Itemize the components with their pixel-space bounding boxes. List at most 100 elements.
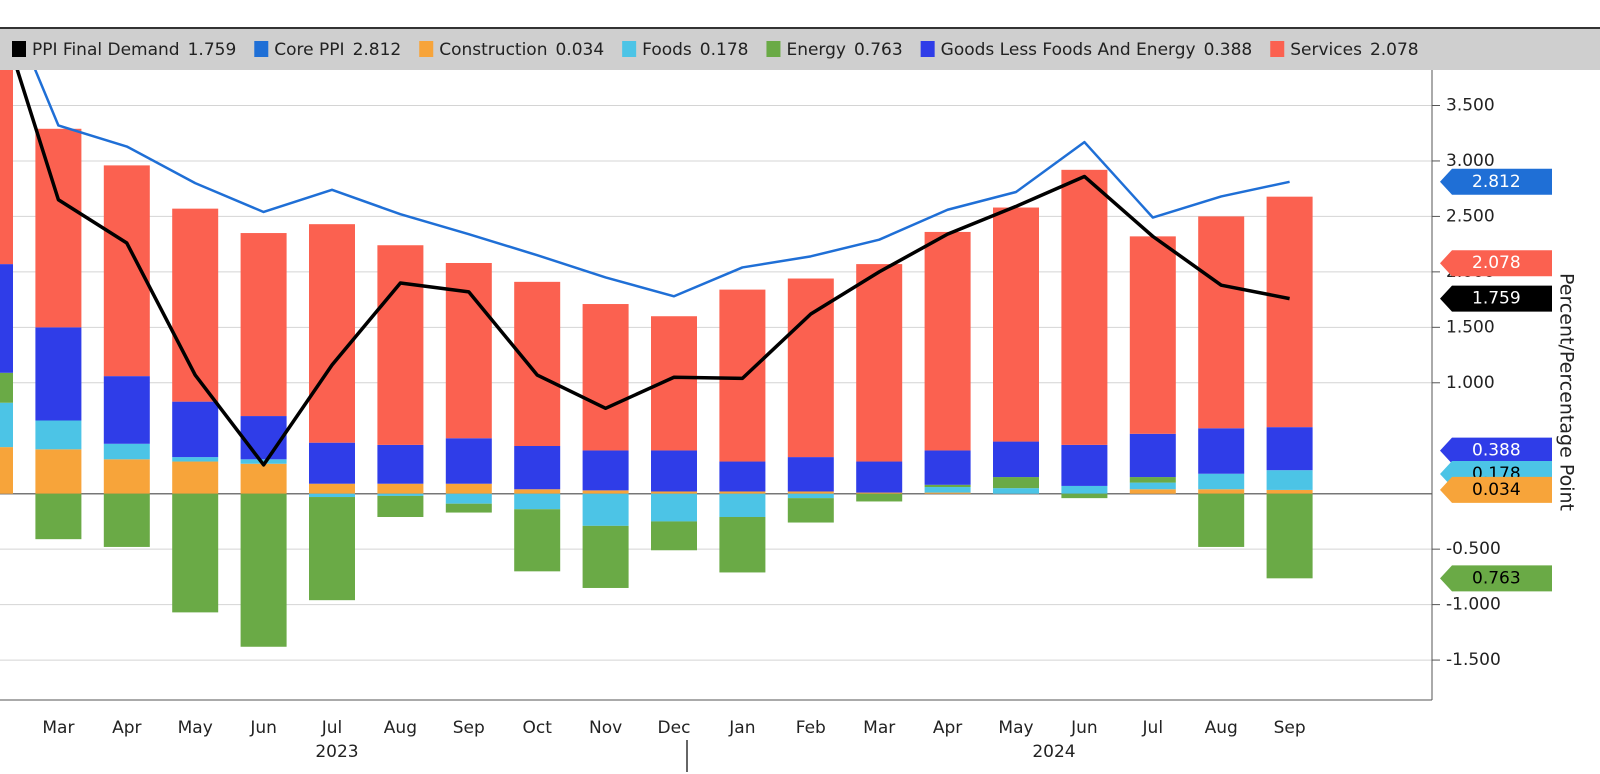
value-tag-label: 2.078 [1472,253,1521,273]
bar-segment [514,489,561,494]
bar-segment [856,264,903,462]
grid [0,104,1432,661]
bar-segment [35,128,82,328]
y-tick-label: -1.500 [1446,650,1501,670]
bar-segment [787,491,834,494]
bar-segment [309,224,355,443]
axis: 3.5003.0002.5002.0001.5001.000-0.500-1.0… [42,95,1500,762]
bar-segment [1129,433,1176,478]
bar-segment [309,483,355,494]
x-tick-label: Jul [1142,718,1164,738]
bar-segment [1061,485,1108,494]
bar-segment [172,457,219,462]
legend-swatch [622,41,637,57]
bar-segment [35,449,82,494]
bar-segment [1198,473,1245,490]
bar-segment [856,492,903,494]
bar-segment [1198,216,1245,429]
y-tick-label: 1.000 [1446,373,1495,393]
legend-label: Construction [439,40,547,60]
bar-segment [582,490,629,494]
legend-label: Core PPI [274,40,344,60]
bar-segment [377,245,424,445]
legend-value: 2.078 [1370,40,1419,60]
x-tick-label: May [178,718,213,738]
bar-segment [856,493,903,502]
bar-segment [103,459,150,494]
legend-value: 2.812 [353,40,402,60]
bar-segment [309,493,355,498]
bar-segment [309,442,355,484]
bar-segment [445,503,492,513]
x-tick-label: Jan [728,718,755,738]
bar-segment [1266,196,1313,428]
bar-segment [924,450,971,485]
bar-segment [924,492,971,494]
value-tag [1440,168,1552,195]
y-tick-label: -0.500 [1446,539,1501,559]
value-tag-label: 0.034 [1472,480,1521,500]
bar-segment [377,444,424,484]
bar-segment [651,521,697,551]
bar-segment [1129,236,1176,434]
bar-segment [377,493,424,496]
bar-segment [514,493,561,510]
x-tick-label: Aug [384,718,417,738]
x-tick-label: May [998,718,1033,738]
bar-segment [0,70,13,265]
bar-segment [445,493,492,504]
y-tick-label: 3.500 [1446,95,1495,115]
x-tick-label: Apr [112,718,141,738]
y-axis-title: Percent/Percentage Point [1556,273,1578,511]
bar-segment [514,446,561,490]
lines [15,70,1290,467]
bar-segment [1061,493,1108,499]
value-tag [1440,565,1552,592]
legend-value: 0.388 [1204,40,1253,60]
bar-segment [0,447,13,494]
x-tick-label: Jun [1070,718,1098,738]
value-tag [1440,437,1552,464]
bar-segment [309,497,355,601]
y-tick-label: 2.500 [1446,206,1495,226]
bar-segment [1061,444,1108,486]
bar-segment [719,491,766,494]
legend-label: Energy [786,40,846,60]
bar-segment [993,477,1039,489]
bar-segment [1198,489,1245,494]
bar-segment [651,493,697,522]
legend-label: Foods [642,40,692,60]
legend-value: 0.034 [555,40,604,60]
bar-segment [1266,493,1313,579]
bar-segment [514,281,561,447]
bar-segment [787,457,834,492]
bar-segment [924,231,971,451]
bar-segment [0,372,13,403]
legend-swatch [766,41,781,57]
value-tag-label: 0.388 [1472,441,1521,461]
bar-segment [1198,428,1245,474]
y-tick-label: 1.500 [1446,317,1495,337]
legend-label: Services [1290,40,1362,60]
bar-segment [240,416,287,460]
bar-segment [856,461,903,493]
bar-segment [240,493,287,647]
bar-segment [993,488,1039,494]
bar-segment [172,208,219,402]
bar-segment [582,304,629,451]
x-tick-label: Nov [589,718,622,738]
bar-segment [719,461,766,492]
legend-swatch [12,41,26,57]
x-tick-label: Oct [522,718,552,738]
legend-value: 0.178 [700,40,749,60]
legend-swatch [254,41,269,57]
legend: PPI Final Demand 1.759 Core PPI 2.812 Constr… [12,40,1419,60]
year-label: 2024 [1032,742,1075,762]
x-tick-label: Dec [658,718,691,738]
bar-segment [103,443,150,460]
bar-segment [35,420,82,450]
bar-segment [1129,489,1176,494]
bar-segment [582,525,629,588]
